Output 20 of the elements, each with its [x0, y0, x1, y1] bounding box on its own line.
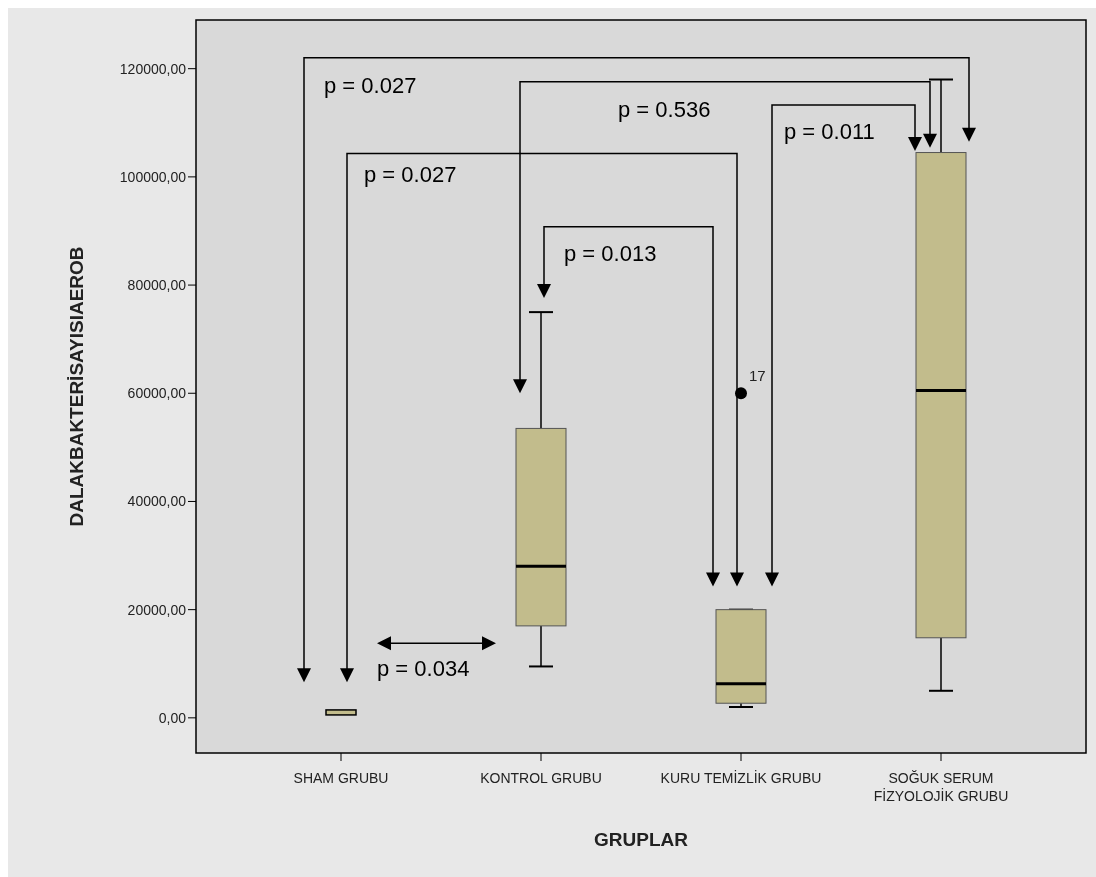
x-axis-title: GRUPLAR — [594, 829, 689, 850]
annotation: 17 — [749, 367, 766, 385]
y-tick-label: 100000,00 — [119, 168, 187, 185]
annotation: p = 0.034 — [377, 656, 470, 682]
y-axis-title: DALAKBAKTERİSAYISIAEROB — [66, 246, 87, 527]
y-tick-label: 80000,00 — [127, 276, 187, 293]
y-tick-label: 0,00 — [158, 709, 187, 726]
x-tick-label: SHAM GRUBU — [293, 770, 389, 786]
annotation: p = 0.027 — [324, 73, 417, 99]
y-tick-label: 40000,00 — [127, 493, 187, 510]
annotation: p = 0.027 — [364, 162, 457, 188]
y-tick-label: 20000,00 — [127, 601, 187, 618]
x-tick-label: KONTROL GRUBU — [480, 770, 602, 786]
annotation: p = 0.011 — [784, 119, 875, 145]
annotation: p = 0.013 — [564, 240, 657, 266]
x-tick-label: KURU TEMİZLİK GRUBU — [660, 769, 822, 786]
x-tick-label: SOĞUK SERUM FİZYOLOJİK GRUBU — [873, 770, 1009, 804]
annotation: p = 0.536 — [618, 97, 711, 123]
y-tick-label: 120000,00 — [119, 60, 187, 77]
y-tick-label: 60000,00 — [127, 385, 187, 402]
